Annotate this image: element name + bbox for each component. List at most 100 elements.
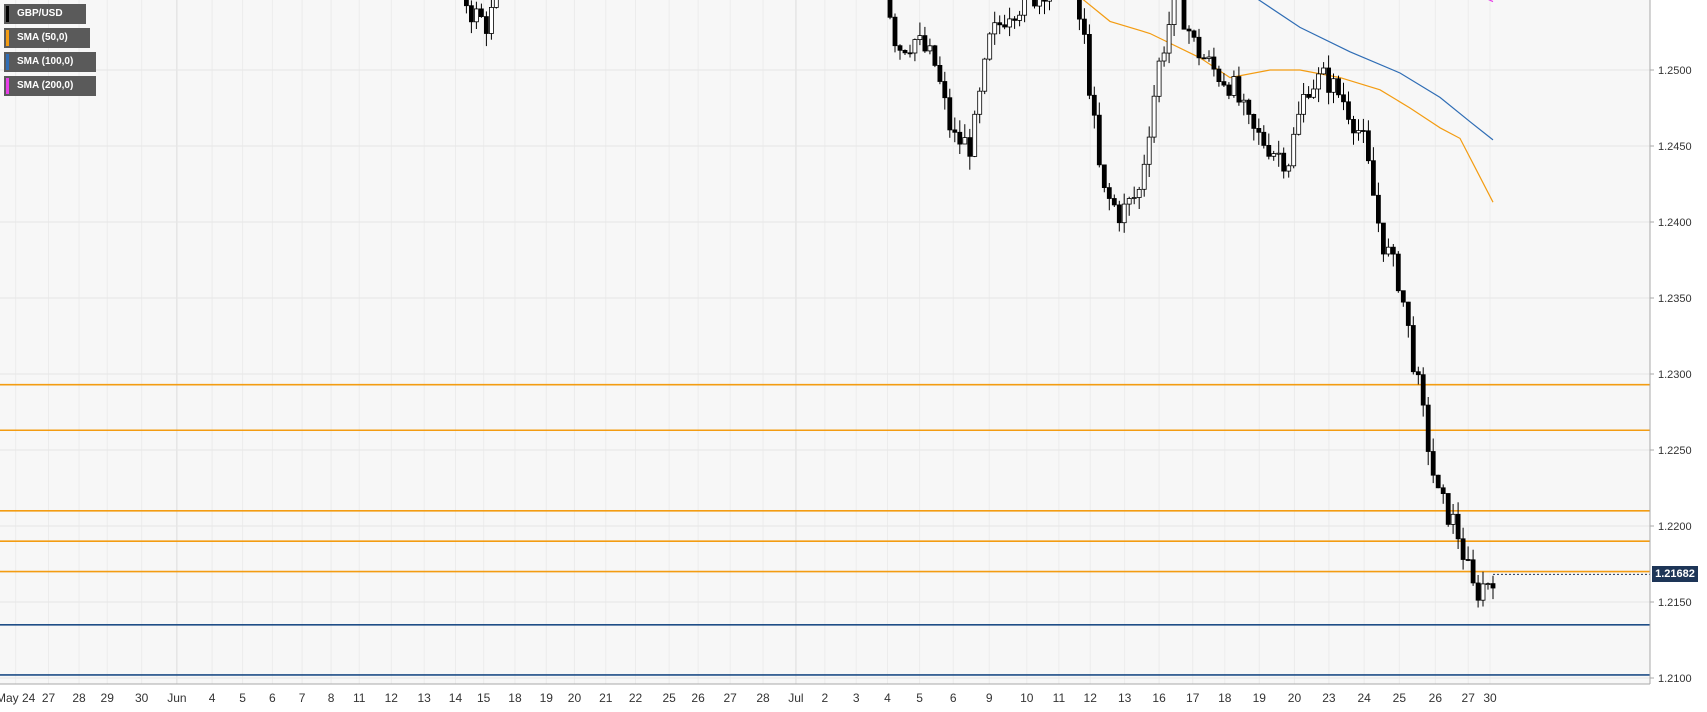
- x-tick-label: 12: [1084, 691, 1098, 705]
- candle-body: [1346, 101, 1351, 120]
- candle-body: [947, 97, 953, 131]
- candle-body: [1440, 487, 1446, 494]
- candle-body: [468, 5, 474, 23]
- candle-body: [1032, 0, 1037, 7]
- x-tick-label: 30: [135, 691, 149, 705]
- candle-body: [1161, 52, 1167, 62]
- candle-body: [1231, 76, 1237, 96]
- candle-body: [1087, 34, 1092, 96]
- candle-body: [1196, 36, 1202, 59]
- candle-body: [1037, 0, 1042, 7]
- candle-body: [1201, 57, 1207, 60]
- x-tick-label: 15: [477, 691, 491, 705]
- candle-body: [967, 137, 973, 157]
- candle-body: [1156, 60, 1162, 97]
- candle-body: [1221, 81, 1227, 86]
- x-tick-label: 5: [239, 691, 246, 705]
- x-tick-label: 20: [568, 691, 582, 705]
- candle-body: [1395, 253, 1401, 292]
- x-tick-label: 18: [508, 691, 522, 705]
- x-tick-label: Jul: [788, 691, 803, 705]
- candle-body: [1485, 583, 1491, 585]
- candle-body: [1191, 30, 1197, 38]
- horizontal-levels: [0, 383, 1650, 676]
- x-tick-label: 29: [101, 691, 115, 705]
- candle-body: [1261, 131, 1267, 146]
- x-tick-label: 7: [299, 691, 306, 705]
- candle-body: [1321, 67, 1326, 75]
- candle-body: [1460, 538, 1466, 560]
- x-tick-label: 3: [853, 691, 860, 705]
- candle-body: [1146, 136, 1152, 165]
- x-tick-label: 14: [449, 691, 463, 705]
- candle-body: [1216, 68, 1222, 82]
- candles: [463, 0, 1496, 608]
- x-tick-label: 27: [42, 691, 56, 705]
- candle-body: [1166, 24, 1172, 54]
- candle-body: [1425, 404, 1431, 452]
- candle-body: [907, 52, 913, 55]
- candle-body: [892, 16, 898, 47]
- last-price-tag: 1.21682: [1652, 566, 1698, 583]
- y-tick-label: 1.2300: [1658, 369, 1692, 381]
- candle-body: [1211, 56, 1217, 70]
- legend-item-sma-100[interactable]: SMA (100,0): [4, 52, 96, 72]
- x-tick-label: 13: [418, 691, 432, 705]
- x-tick-label: 11: [353, 691, 366, 705]
- candle-body: [1082, 18, 1087, 35]
- x-tick-label: 2: [822, 691, 829, 705]
- candle-body: [932, 45, 938, 66]
- candle-body: [1415, 371, 1421, 376]
- x-tick-label: 12: [385, 691, 399, 705]
- x-tick-label: 19: [540, 691, 554, 705]
- candle-body: [478, 8, 484, 17]
- candle-body: [1410, 325, 1416, 373]
- candle-body: [1256, 127, 1262, 133]
- candle-body: [1430, 451, 1436, 476]
- candle-body: [1386, 246, 1391, 255]
- candle-body: [1047, 0, 1052, 2]
- x-tick-label: 16: [1152, 691, 1166, 705]
- legend-item-gbpusd[interactable]: GBP/USD: [4, 4, 86, 24]
- candle-body: [942, 81, 948, 99]
- candle-body: [1490, 583, 1496, 589]
- candle-body: [1141, 163, 1147, 190]
- candle-body: [1336, 78, 1341, 96]
- candle-body: [1455, 513, 1461, 540]
- x-tick-label: 11: [1053, 691, 1066, 705]
- candle-body: [1361, 130, 1366, 132]
- x-tick-label: 25: [662, 691, 676, 705]
- x-tick-label: Jun: [167, 691, 186, 705]
- candle-body: [887, 0, 893, 18]
- candle-body: [982, 58, 988, 92]
- legend-item-sma-50[interactable]: SMA (50,0): [4, 28, 90, 48]
- candle-body: [1022, 0, 1027, 16]
- x-tick-label: May 24: [0, 691, 36, 705]
- candle-body: [1241, 99, 1247, 103]
- x-tick-label: 25: [1393, 691, 1407, 705]
- candle-body: [1101, 164, 1107, 188]
- x-tick-label: 17: [1186, 691, 1200, 705]
- candle-body: [1480, 583, 1486, 601]
- x-tick-label: 4: [884, 691, 891, 705]
- candle-body: [922, 35, 928, 52]
- candle-body: [1246, 99, 1252, 115]
- candle-body: [1121, 203, 1127, 224]
- candle-body: [1371, 160, 1376, 196]
- candle-body: [1151, 95, 1157, 138]
- legend-swatch: [6, 30, 9, 46]
- candle-body: [1381, 222, 1386, 255]
- y-tick-label: 1.2500: [1658, 65, 1692, 77]
- legend-item-sma-200[interactable]: SMA (200,0): [4, 76, 96, 96]
- x-tick-label: 27: [1462, 691, 1476, 705]
- x-tick-label: 23: [1322, 691, 1336, 705]
- candle-body: [917, 35, 923, 40]
- x-tick-label: 9: [986, 691, 993, 705]
- candle-body: [1012, 18, 1017, 21]
- candle-body: [488, 7, 494, 34]
- candle-body: [1017, 14, 1022, 21]
- candle-body: [1236, 76, 1242, 103]
- candle-body: [937, 65, 943, 82]
- candle-body: [1106, 187, 1112, 199]
